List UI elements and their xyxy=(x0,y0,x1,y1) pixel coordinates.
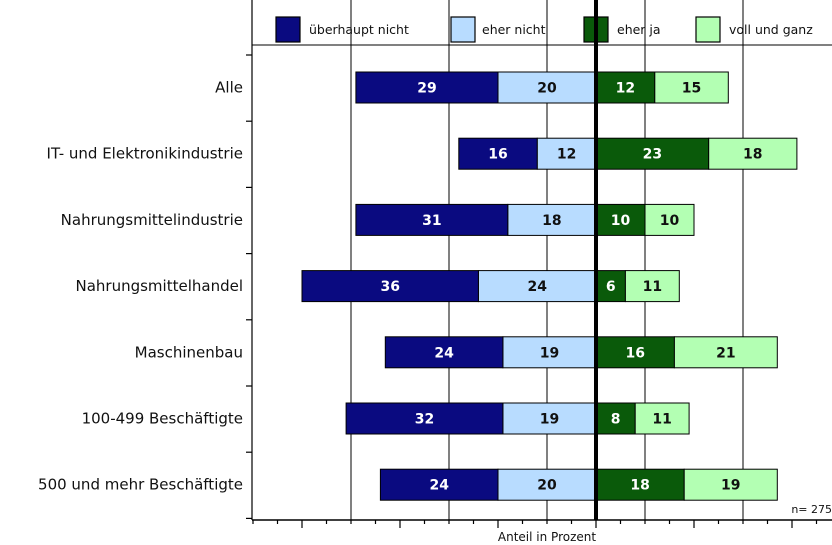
bar-überhaupt-nicht xyxy=(355,203,509,236)
bar-value-label: 10 xyxy=(611,213,631,229)
legend-label-eher-nicht: eher nicht xyxy=(482,22,546,37)
bar-voll-und-ganz xyxy=(654,71,729,104)
bar-value-label: 19 xyxy=(721,478,740,494)
bar-eher-ja xyxy=(595,402,636,435)
category-label: Maschinenbau xyxy=(135,343,243,361)
bar-value-label: 10 xyxy=(660,213,680,229)
bar-eher-nicht xyxy=(536,137,597,170)
bar-voll-und-ganz xyxy=(624,270,680,303)
bar-überhaupt-nicht xyxy=(384,336,504,369)
bar-value-label: 15 xyxy=(682,81,701,97)
bar-eher-ja xyxy=(595,468,685,501)
bar-value-label: 21 xyxy=(716,345,735,361)
legend-label-überhaupt-nicht: überhaupt nicht xyxy=(309,22,409,37)
legend-swatch-eher-nicht xyxy=(450,16,476,43)
bar-voll-und-ganz xyxy=(634,402,690,435)
bar-value-label: 16 xyxy=(625,345,644,361)
bar-eher-ja xyxy=(595,270,626,303)
bar-überhaupt-nicht xyxy=(355,71,499,104)
bar-value-label: 24 xyxy=(527,279,547,295)
bar-value-label: 19 xyxy=(540,345,559,361)
category-label: Nahrungsmittelhandel xyxy=(76,277,244,295)
legend-swatch-voll-und-ganz xyxy=(695,16,721,43)
bar-value-label: 18 xyxy=(630,478,649,494)
bar-value-label: 31 xyxy=(422,213,441,229)
category-label: Nahrungsmittelindustrie xyxy=(61,211,243,229)
bar-value-label: 8 xyxy=(611,412,621,428)
bar-eher-nicht xyxy=(497,468,597,501)
legend: überhaupt nicht eher nicht eher ja voll und… xyxy=(252,16,832,46)
category-label: Alle xyxy=(215,79,243,97)
category-label: 100-499 Beschäftigte xyxy=(82,410,243,428)
bar-value-label: 24 xyxy=(429,478,449,494)
bar-value-label: 36 xyxy=(380,279,399,295)
bar-value-label: 11 xyxy=(643,279,662,295)
bar-value-label: 29 xyxy=(417,81,436,97)
bar-überhaupt-nicht xyxy=(458,137,538,170)
bar-value-label: 18 xyxy=(542,213,561,229)
bar-überhaupt-nicht xyxy=(345,402,504,435)
bar-voll-und-ganz xyxy=(708,137,798,170)
bar-value-label: 16 xyxy=(488,147,507,163)
legend-label-eher-ja: eher ja xyxy=(617,22,661,37)
bar-value-label: 12 xyxy=(557,147,576,163)
bar-value-label: 6 xyxy=(606,279,616,295)
legend-label-voll-und-ganz: voll und ganz xyxy=(729,22,813,37)
bar-überhaupt-nicht xyxy=(379,468,499,501)
x-axis xyxy=(246,0,832,528)
bar-eher-nicht xyxy=(497,71,597,104)
bar-eher-nicht xyxy=(502,402,597,435)
bar-voll-und-ganz xyxy=(683,468,778,501)
bar-value-label: 24 xyxy=(434,345,454,361)
bar-voll-und-ganz xyxy=(673,336,778,369)
bar-value-label: 23 xyxy=(643,147,662,163)
bar-eher-ja xyxy=(595,336,675,369)
bar-value-label: 19 xyxy=(540,412,559,428)
legend-swatch-überhaupt-nicht xyxy=(275,16,301,43)
bar-eher-nicht xyxy=(477,270,597,303)
sample-size-note: n= 275 xyxy=(791,503,832,516)
bar-voll-und-ganz xyxy=(644,203,695,236)
bar-überhaupt-nicht xyxy=(301,270,479,303)
bars: 20 29 12 15 12 16 23 18 18 31 10 10 24 36 6 11 19 24 16 21 1… xyxy=(301,71,798,501)
x-axis-title: Anteil in Prozent xyxy=(498,530,596,544)
category-labels: Alle IT- und Elektronikindustrie Nahrungsm… xyxy=(38,79,243,494)
bar-value-label: 20 xyxy=(537,478,557,494)
category-label: IT- und Elektronikindustrie xyxy=(47,145,243,163)
bar-value-label: 12 xyxy=(616,81,635,97)
bar-value-label: 32 xyxy=(415,412,434,428)
bar-value-label: 18 xyxy=(743,147,762,163)
bar-value-label: 11 xyxy=(652,412,671,428)
category-label: 500 und mehr Beschäftigte xyxy=(38,476,243,494)
bar-value-label: 20 xyxy=(537,81,557,97)
